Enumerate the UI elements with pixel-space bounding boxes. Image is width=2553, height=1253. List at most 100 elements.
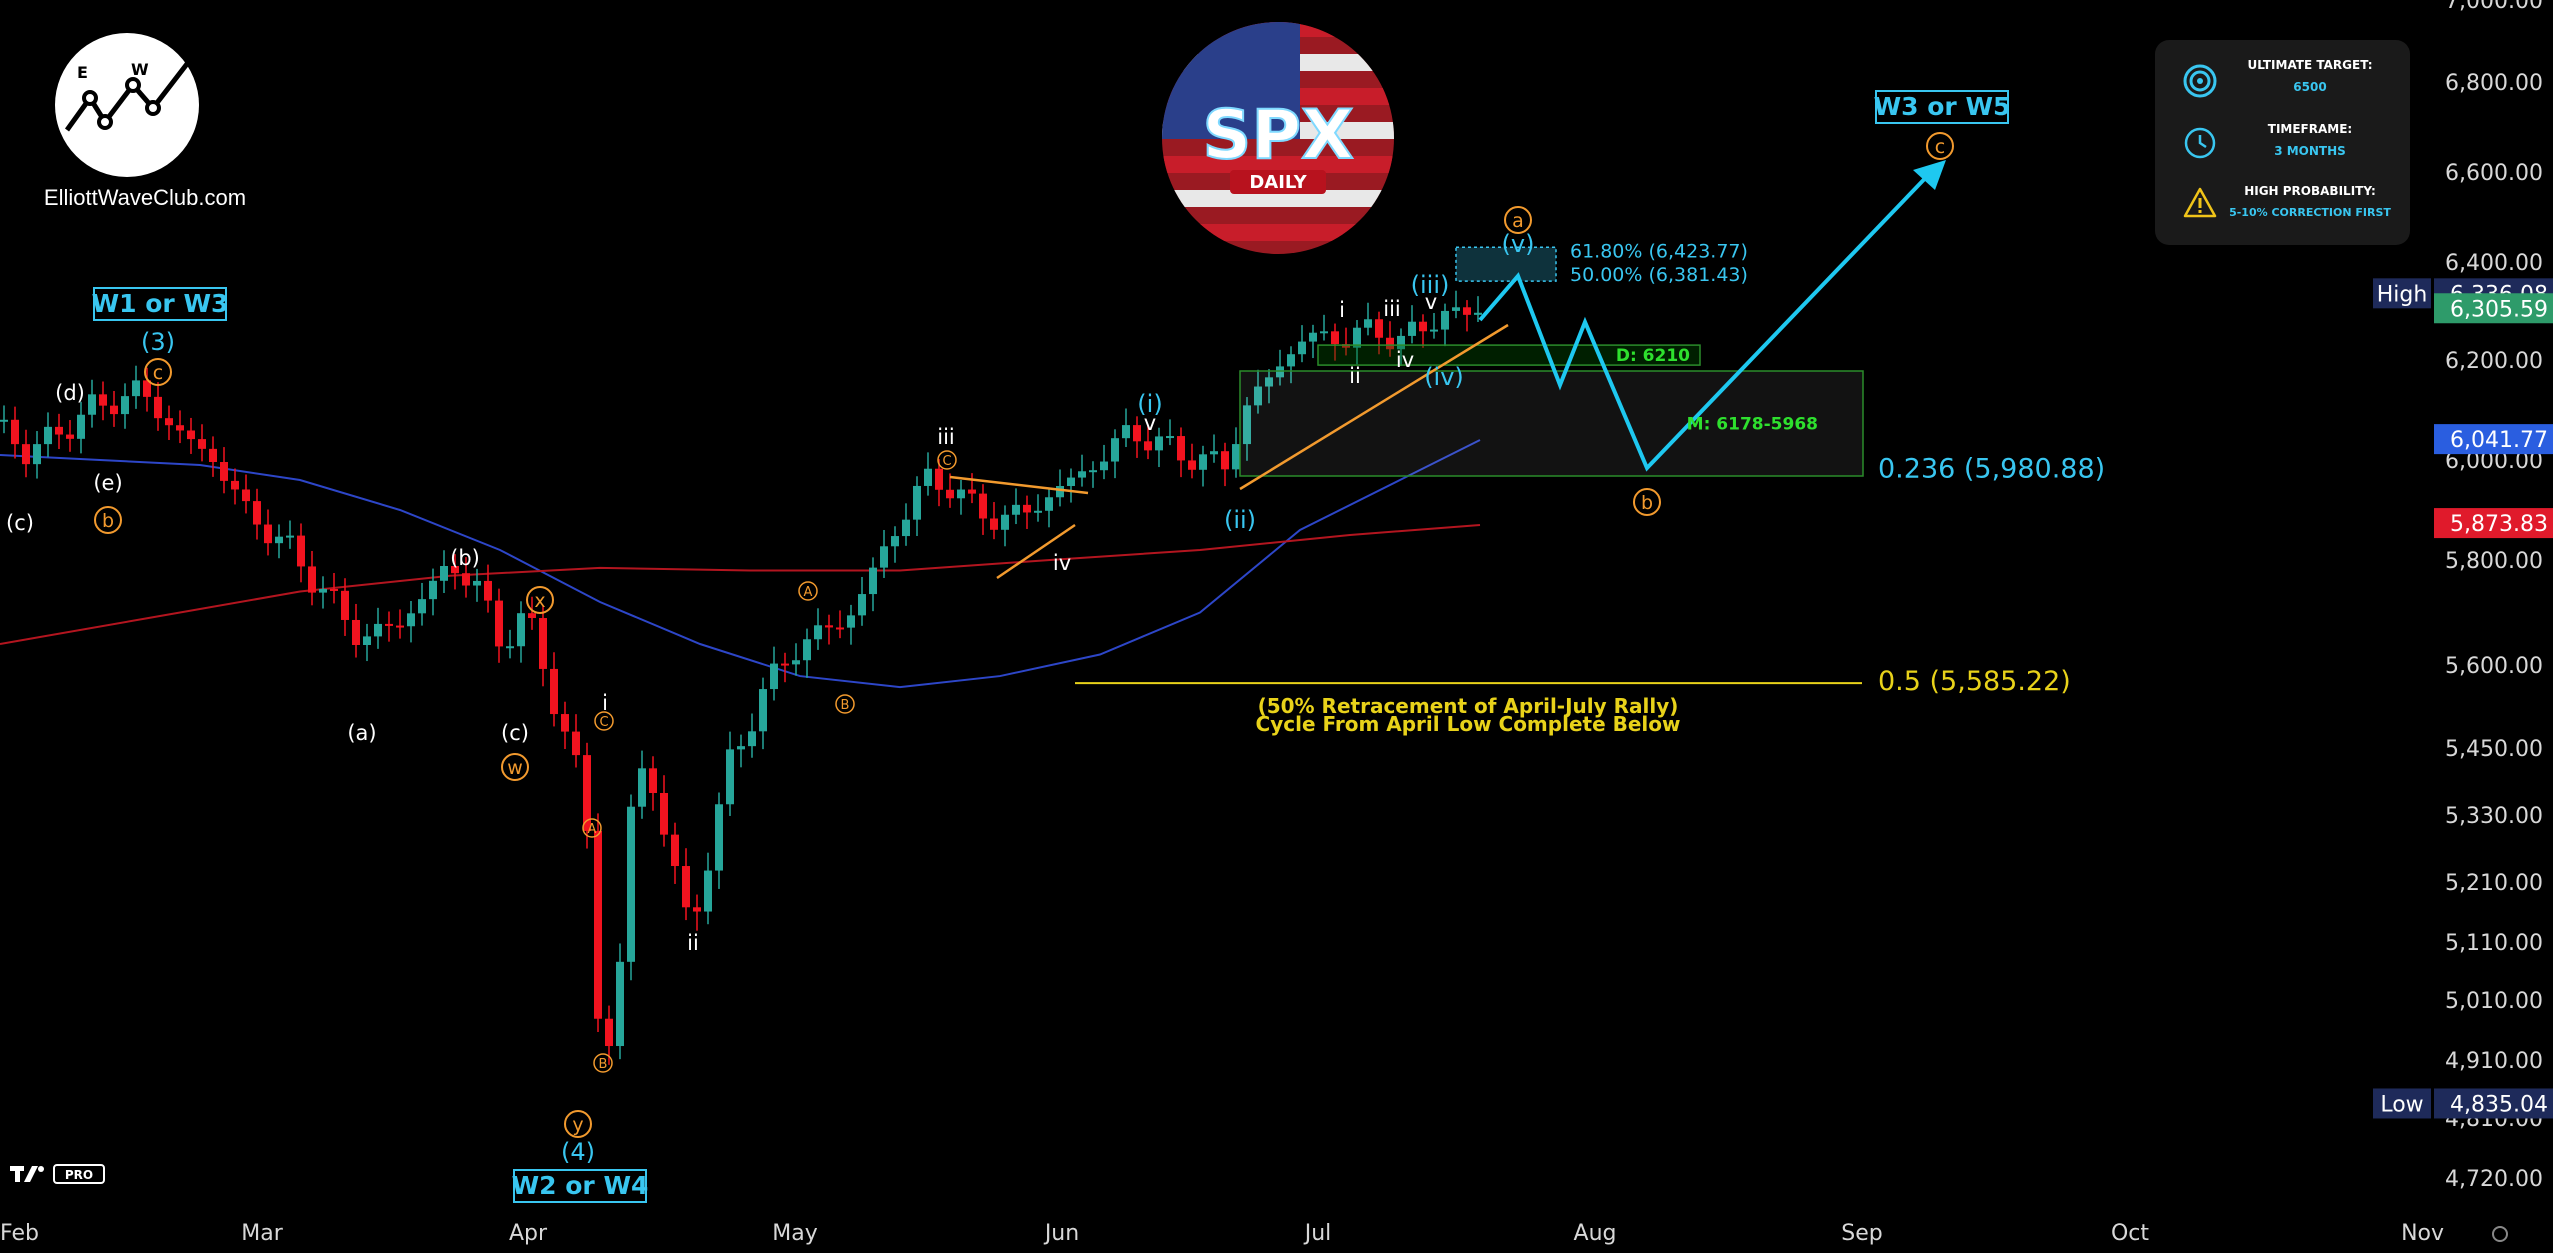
badge-title: SPX bbox=[1202, 96, 1353, 175]
candle-body bbox=[1474, 312, 1482, 315]
candle-body bbox=[1177, 436, 1185, 461]
candle-body bbox=[66, 434, 74, 439]
candle-body bbox=[1463, 307, 1471, 315]
wave-orange-c: c bbox=[153, 362, 163, 384]
candle-body bbox=[748, 731, 756, 747]
candle-body bbox=[176, 425, 184, 431]
candle-body bbox=[1254, 386, 1262, 406]
candle-body bbox=[1023, 504, 1031, 513]
zone-m-label: M: 6178-5968 bbox=[1687, 415, 1818, 435]
wave-white-label: (e) bbox=[93, 471, 122, 495]
wave-blue-label: (v) bbox=[1502, 230, 1535, 258]
candle-body bbox=[22, 444, 30, 465]
candle-body bbox=[660, 792, 668, 835]
y-tick-label: 5,450.00 bbox=[2445, 737, 2543, 762]
y-tick-label: 7,000.00 bbox=[2445, 0, 2543, 14]
candle-body bbox=[352, 619, 360, 646]
candle-body bbox=[143, 380, 151, 397]
wave-blue-label: (4) bbox=[561, 1138, 595, 1166]
candle-body bbox=[902, 519, 910, 537]
candle-body bbox=[506, 646, 514, 649]
candle-body bbox=[1001, 514, 1009, 530]
clock-icon bbox=[2184, 127, 2216, 159]
y-tick-label: 4,720.00 bbox=[2445, 1167, 2543, 1192]
info-target-value: 6500 bbox=[2293, 80, 2327, 94]
candle-body bbox=[209, 448, 217, 463]
candle-body bbox=[407, 613, 415, 627]
candle-body bbox=[594, 830, 602, 1019]
wave-white-label: iii bbox=[1383, 297, 1401, 321]
candle-body bbox=[979, 493, 987, 519]
candle-body bbox=[1155, 436, 1163, 451]
candle-body bbox=[132, 380, 140, 397]
candle-body bbox=[517, 613, 525, 647]
projection-arrowhead bbox=[1913, 160, 1946, 190]
wave-box-w1-w3-box bbox=[93, 287, 227, 321]
y-tick-label: 6,800.00 bbox=[2445, 71, 2543, 96]
wave-orange-sq-b2-ring bbox=[593, 1053, 613, 1073]
candle-body bbox=[396, 625, 404, 628]
candle-body bbox=[704, 870, 712, 912]
wave-blue-label: (iv) bbox=[1424, 363, 1464, 391]
brand-logo: E W C bbox=[55, 30, 205, 180]
candle-body bbox=[649, 768, 657, 793]
candle-body bbox=[1122, 425, 1130, 439]
candle-body bbox=[1452, 307, 1460, 311]
candle-body bbox=[264, 524, 272, 544]
wave-orange-sq-a-ring bbox=[798, 581, 818, 601]
fib-618-label: 61.80% (6,423.77) bbox=[1570, 240, 1748, 262]
candle-body bbox=[385, 623, 393, 626]
wave-white-label: ii bbox=[1349, 364, 1361, 388]
candle-body bbox=[1199, 454, 1207, 470]
wave-orange-c2: c bbox=[1935, 136, 1945, 158]
price-badge bbox=[2434, 293, 2553, 324]
candle-body bbox=[440, 565, 448, 581]
candle-body bbox=[836, 627, 844, 630]
candle-body bbox=[1298, 341, 1306, 355]
candle-body bbox=[1441, 310, 1449, 330]
candle-body bbox=[242, 489, 250, 502]
info-probability-value: 5-10% CORRECTION FIRST bbox=[2229, 206, 2391, 219]
candle-body bbox=[957, 489, 965, 499]
slow-moving-average-line bbox=[0, 524, 1481, 645]
candle-body bbox=[693, 907, 701, 912]
candle-body bbox=[308, 566, 316, 593]
candle-body bbox=[638, 768, 646, 807]
candle-body bbox=[1221, 451, 1229, 470]
candle-body bbox=[330, 588, 338, 591]
triangle-lower-trendline bbox=[996, 523, 1076, 580]
candle-body bbox=[715, 804, 723, 871]
price-badge-tag-label: Low bbox=[2380, 1092, 2423, 1117]
candle-body bbox=[1045, 497, 1053, 511]
info-timeframe-label: TIMEFRAME: bbox=[2267, 122, 2353, 136]
y-tick-label: 5,110.00 bbox=[2445, 931, 2543, 956]
info-row-probability: HIGH PROBABILITY: 5-10% CORRECTION FIRST bbox=[2155, 180, 2410, 230]
tradingview-logo: PRO bbox=[10, 1164, 105, 1184]
candle-body bbox=[253, 501, 261, 525]
wave-white-label: iv bbox=[1053, 551, 1071, 575]
candle-body bbox=[220, 462, 228, 481]
candle-body bbox=[1353, 327, 1361, 348]
candle-body bbox=[462, 573, 470, 586]
cycle-note: Cycle From April Low Complete Below bbox=[1256, 712, 1681, 736]
wave-orange-c-circle bbox=[144, 358, 172, 386]
wedge-trendline bbox=[1239, 323, 1509, 491]
fib-0236-label: 0.236 (5,980.88) bbox=[1878, 454, 2105, 485]
wave-orange-y-circle bbox=[564, 1110, 592, 1138]
retracement-note: (50% Retracement of April-July Rally) bbox=[1258, 694, 1679, 718]
candle-body bbox=[1144, 441, 1152, 451]
projection-path bbox=[1478, 166, 1937, 472]
wave-white-label: iii bbox=[937, 425, 955, 449]
wave-white-label: (a) bbox=[347, 721, 376, 745]
logo-letter-w: W bbox=[131, 60, 149, 79]
x-tick-label: Apr bbox=[509, 1221, 548, 1246]
wave-white-label: (c) bbox=[6, 511, 34, 535]
candle-body bbox=[803, 639, 811, 661]
x-tick-label: Aug bbox=[1574, 1221, 1617, 1246]
candle-body bbox=[1243, 405, 1251, 445]
candle-body bbox=[121, 396, 129, 415]
candle-body bbox=[1364, 319, 1372, 328]
candle-body bbox=[1287, 354, 1295, 367]
y-tick-label: 5,210.00 bbox=[2445, 871, 2543, 896]
